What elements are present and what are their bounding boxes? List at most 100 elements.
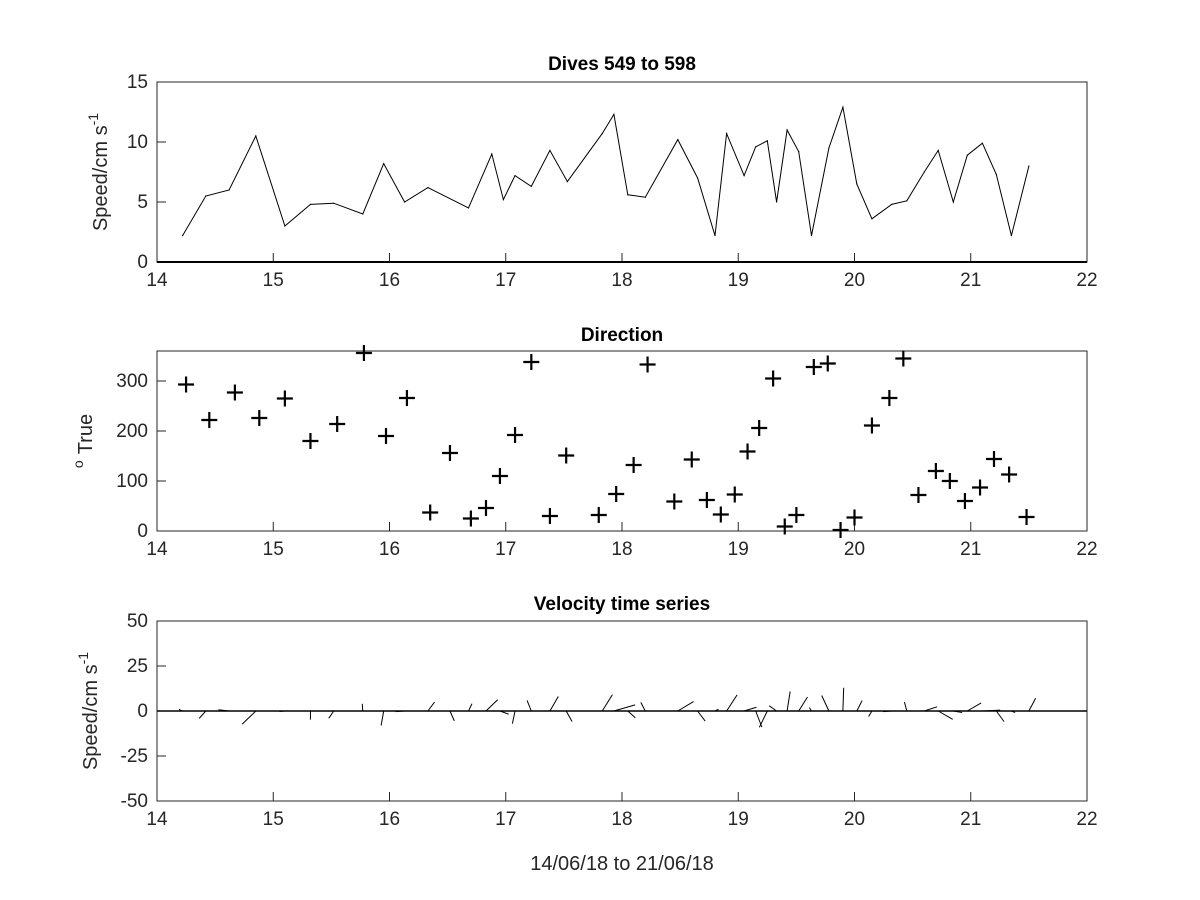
direction-y-tick-label: 0	[137, 521, 148, 542]
speed-data-point	[891, 203, 893, 205]
direction-x-tick-label: 16	[379, 539, 400, 560]
direction-x-tick-label: 18	[611, 539, 632, 560]
direction-plus-marker	[1001, 466, 1018, 483]
velocity-stick	[743, 706, 757, 712]
speed-data-point	[786, 129, 788, 131]
direction-x-tick-label: 17	[495, 539, 516, 560]
velocity-y-tick-label: 0	[137, 701, 148, 722]
velocity-stick	[982, 709, 1001, 712]
speed-data-point	[383, 163, 385, 165]
speed-data-point	[284, 225, 286, 227]
direction-x-tick-label: 22	[1076, 539, 1097, 560]
speed-data-point	[726, 133, 728, 135]
direction-plus-marker	[398, 390, 415, 406]
velocity-stick	[677, 701, 694, 712]
speed-data-point	[362, 213, 364, 215]
velocity-x-tick-label: 21	[960, 809, 981, 830]
velocity-chart-title: Velocity time series	[534, 594, 710, 615]
direction-plus-marker	[523, 354, 540, 370]
direction-plus-marker	[788, 507, 805, 523]
direction-plus-marker	[863, 417, 880, 434]
direction-plus-marker	[895, 350, 912, 367]
velocity-axis-ticks: 14 15 16 17 18 19 20 21 22 -50 -25 0 25 50	[121, 611, 1098, 830]
velocity-stick	[380, 710, 385, 726]
speed-x-tick-label: 16	[379, 270, 400, 291]
speed-data-point	[995, 173, 997, 175]
speed-data-point	[810, 235, 813, 237]
speed-data-point	[502, 199, 505, 201]
direction-plus-marker	[726, 486, 743, 503]
direction-x-tick-label: 21	[960, 539, 981, 560]
direction-chart-title: Direction	[581, 325, 663, 346]
speed-data-point	[696, 177, 699, 179]
direction-plus-marker	[956, 493, 973, 509]
velocity-stick	[821, 695, 830, 712]
velocity-stick	[485, 699, 498, 712]
direction-plus-marker	[739, 443, 756, 460]
velocity-x-tick-label: 17	[495, 809, 516, 830]
speed-data-point	[906, 200, 908, 202]
speed-data-point	[766, 140, 768, 142]
speed-data-point	[952, 201, 954, 203]
speed-data-point	[333, 202, 335, 204]
speed-x-tick-label: 21	[960, 270, 981, 291]
speed-data-point	[828, 147, 830, 149]
speed-panel: 14 15 16 17 18 19 20 21 22 0 5 10 15 Dives 549 to 59…	[85, 54, 1098, 291]
speed-data-point	[566, 181, 568, 183]
direction-plus-marker	[846, 509, 863, 526]
direction-plus-marker	[477, 500, 494, 516]
velocity-y-axis-label-superscript: -1	[75, 652, 91, 665]
velocity-stick	[640, 702, 646, 712]
direction-plus-marker	[422, 504, 439, 521]
velocity-x-tick-label: 22	[1076, 809, 1097, 830]
speed-data-point	[966, 154, 968, 156]
velocity-stick	[178, 708, 183, 712]
speed-data-point	[467, 207, 470, 209]
speed-data-point	[644, 196, 646, 198]
direction-x-tick-label: 20	[844, 539, 865, 560]
speed-axes-frame	[156, 81, 1088, 263]
speed-data-point	[755, 146, 757, 148]
velocity-y-tick-label: -50	[121, 791, 148, 812]
speed-x-tick-label: 19	[728, 270, 749, 291]
speed-data-point	[549, 149, 551, 151]
direction-y-tick-label: 300	[116, 371, 148, 392]
velocity-stick	[995, 710, 1005, 722]
velocity-stick	[565, 710, 573, 722]
speed-data-point	[530, 185, 532, 187]
velocity-stick	[798, 696, 808, 712]
direction-plus-marker	[819, 355, 836, 372]
velocity-stick	[499, 710, 509, 715]
velocity-stick	[768, 705, 777, 712]
velocity-y-axis-label: Speed/cm s-1	[75, 652, 102, 770]
velocity-stick	[511, 710, 516, 724]
velocity-x-tick-label: 16	[379, 809, 400, 830]
direction-plus-marker	[329, 416, 346, 432]
speed-data-point	[714, 235, 716, 237]
velocity-stick	[549, 696, 559, 712]
direction-plus-marker	[201, 412, 218, 428]
velocity-stick	[468, 703, 473, 712]
speed-y-tick-label: 15	[127, 72, 148, 93]
direction-plus-marker	[378, 428, 395, 444]
velocity-stick	[601, 694, 613, 712]
velocity-stick	[856, 700, 863, 712]
direction-y-axis-label-text: True	[75, 414, 97, 454]
velocity-x-tick-label: 18	[611, 809, 632, 830]
direction-plus-marker	[698, 492, 715, 508]
direction-plus-marker	[666, 493, 683, 510]
velocity-stick	[427, 701, 435, 712]
velocity-stick	[1028, 698, 1037, 712]
direction-plus-marker	[683, 451, 700, 468]
speed-data-point	[627, 194, 629, 196]
speed-data-point	[205, 195, 207, 197]
direction-plus-marker	[625, 457, 642, 473]
direction-plus-marker	[276, 390, 293, 407]
speed-y-axis-label: Speed/cm s-1	[85, 113, 112, 231]
direction-axes-frame	[156, 350, 1088, 532]
speed-y-tick-label: 5	[137, 192, 148, 213]
velocity-x-tick-label: 19	[728, 809, 749, 830]
speed-data-point	[1028, 165, 1030, 167]
speed-x-tick-label: 18	[611, 270, 632, 291]
